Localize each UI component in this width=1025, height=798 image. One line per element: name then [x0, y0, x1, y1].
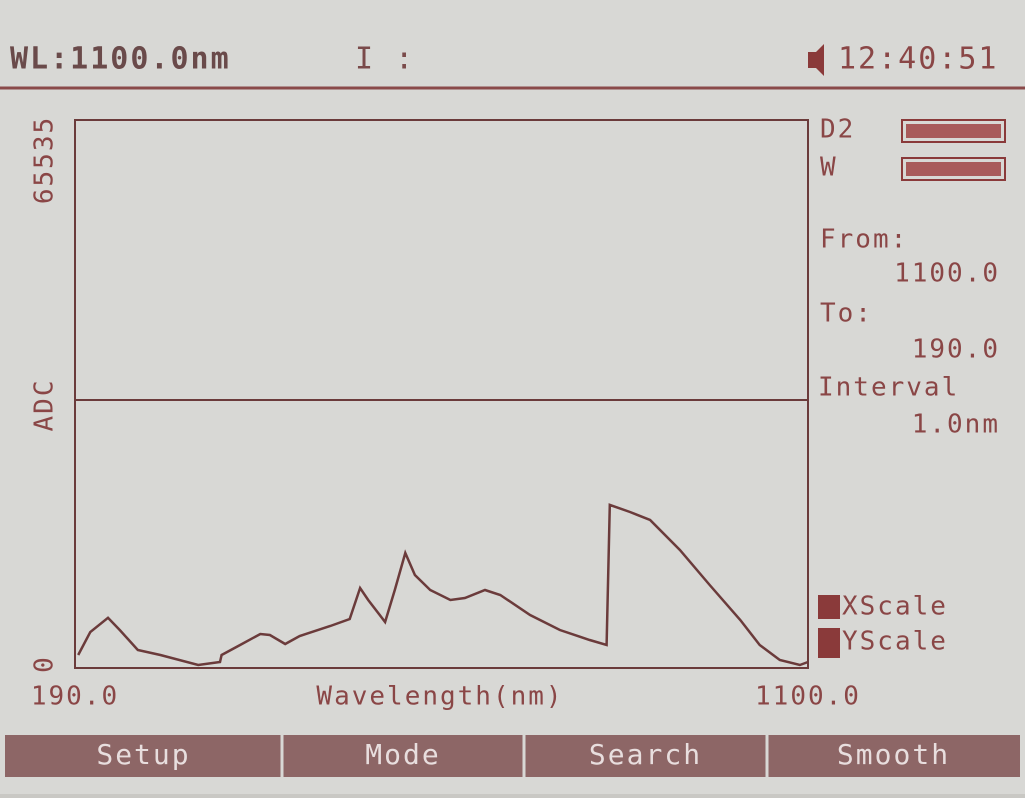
lamp-fill [906, 162, 1001, 176]
y-tick-label: 65535 [30, 116, 60, 204]
screen: WL:1100.0nm I : 12:40:51 ADC Wavelength(… [0, 0, 1025, 794]
x-tick-label: 1100.0 [755, 682, 861, 712]
interval-label: Interval [818, 373, 959, 403]
yscale-icon [818, 628, 840, 658]
to-value: 190.0 [912, 335, 1000, 365]
from-value: 1100.0 [894, 259, 1000, 289]
lamp-label: D2 [820, 115, 855, 145]
softkey-button[interactable]: Smooth [837, 738, 950, 771]
lamp-label: W [820, 153, 838, 183]
softkey-button[interactable]: Search [589, 738, 702, 771]
clock: 12:40:51 [838, 42, 999, 77]
xscale-icon [818, 595, 840, 619]
wavelength: WL:1100.0nm [10, 42, 231, 77]
softkey-button[interactable]: Setup [96, 738, 190, 771]
from-label: From: [820, 225, 908, 255]
x-axis-label: Wavelength(nm) [316, 682, 563, 712]
lamp-fill [906, 124, 1001, 138]
yscale[interactable]: YScale [842, 627, 948, 657]
xscale[interactable]: XScale [842, 592, 948, 622]
softkey-button[interactable]: Mode [365, 738, 440, 771]
y-tick-label: 0 [30, 655, 60, 673]
to-label: To: [820, 299, 873, 329]
page: WL:1100.0nm I : 12:40:51 ADC Wavelength(… [0, 0, 1025, 794]
interval-value: 1.0nm [912, 410, 1000, 440]
x-tick-label: 190.0 [31, 682, 119, 712]
mode: I : [355, 42, 415, 77]
y-axis-label: ADC [30, 379, 60, 432]
